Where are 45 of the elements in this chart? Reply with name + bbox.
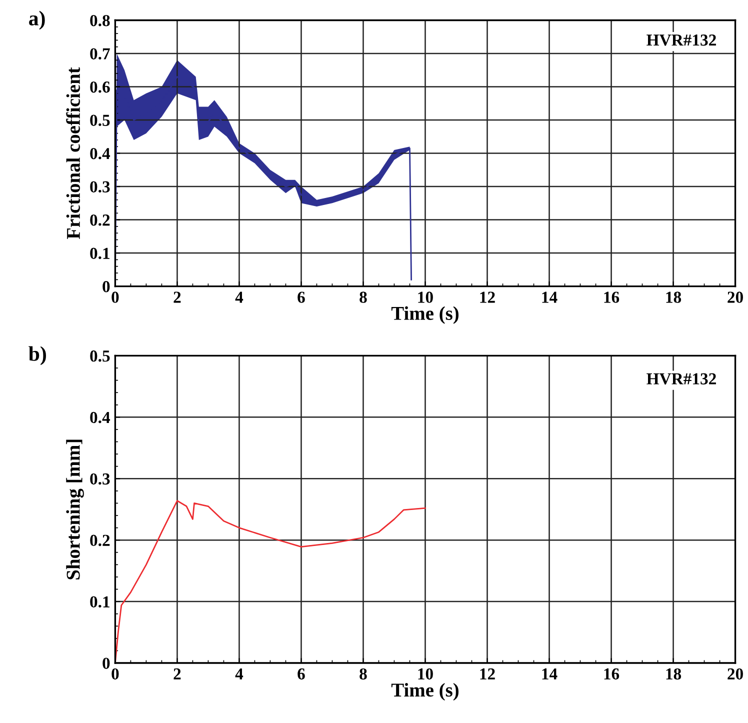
x-tick-label: 6 <box>298 668 305 680</box>
text: a) <box>29 10 45 30</box>
x-tick-label: 18 <box>666 292 682 303</box>
y-tick-label: 0.5 <box>90 114 110 126</box>
x-tick-label: 12 <box>480 292 495 303</box>
y-tick-label: 0 <box>102 281 110 292</box>
x-tick-label: 2 <box>174 668 181 680</box>
x-tick-label: 4 <box>235 668 244 680</box>
y-tick-label: 0.8 <box>90 14 110 26</box>
x-tick-label: 8 <box>360 292 367 303</box>
x-tick-label: 0 <box>112 668 119 680</box>
x-tick-label: 18 <box>666 668 682 680</box>
x-tick-label: 8 <box>360 668 367 680</box>
x-tick-label: 14 <box>542 668 558 680</box>
y-tick-label: 0.2 <box>90 214 110 226</box>
x-tick-label: 10 <box>418 668 433 680</box>
y-tick-label: 0.3 <box>90 473 110 485</box>
x-tick-label: 10 <box>418 292 433 303</box>
x-tick-label: 20 <box>728 668 743 680</box>
annotation: HVR#132 <box>646 373 716 385</box>
x-axis-title: Time (s) <box>391 682 458 701</box>
x-tick-label: 4 <box>235 292 244 303</box>
y-axis-title: Shortening [mm] <box>66 440 84 580</box>
x-tick-label: 2 <box>174 292 181 303</box>
y-tick-label: 0.6 <box>90 81 110 93</box>
y-tick-label: 0.1 <box>90 248 110 260</box>
annotation: HVR#132 <box>646 34 716 46</box>
x-tick-label: 0 <box>112 292 119 303</box>
x-tick-label: 6 <box>298 292 305 303</box>
y-tick-label: 0.4 <box>90 148 110 160</box>
x-tick-label: 12 <box>480 668 495 680</box>
y-tick-label: 0 <box>102 658 110 669</box>
x-tick-label: 14 <box>542 292 558 303</box>
y-axis-title: Frictional coefficient <box>66 67 80 240</box>
x-tick-label: 20 <box>728 292 743 303</box>
y-tick-label: 0.7 <box>90 48 110 60</box>
text: b) <box>28 346 46 366</box>
y-tick-label: 0.2 <box>90 534 110 546</box>
x-tick-label: 16 <box>604 292 620 303</box>
y-tick-label: 0.1 <box>90 596 110 608</box>
x-axis-title: Time (s) <box>391 306 458 324</box>
x-tick-label: 16 <box>604 668 620 680</box>
y-tick-label: 0.4 <box>90 412 110 424</box>
y-tick-label: 0.5 <box>90 350 110 362</box>
y-tick-label: 0.3 <box>90 181 110 193</box>
